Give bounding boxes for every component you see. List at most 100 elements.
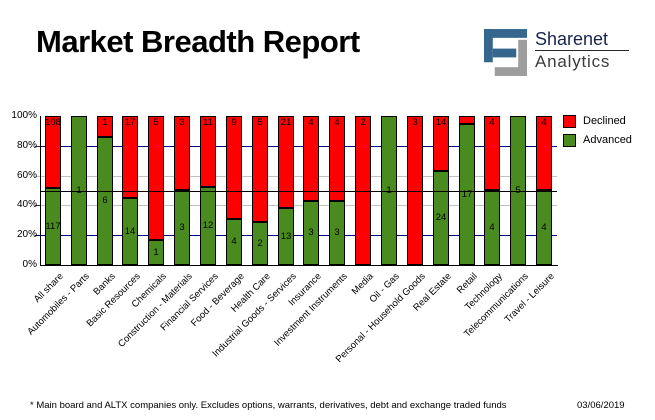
bar-food-beverage-advanced-count: 4 (231, 236, 237, 247)
bar-chemicals-advanced-segment (148, 240, 164, 265)
bar-health-care-declined-segment (252, 116, 268, 222)
y-axis-label-100: 100% (11, 110, 37, 121)
y-axis-label-40: 40% (16, 199, 37, 210)
bar-construction-materials-declined-segment (174, 116, 190, 190)
bar-chemicals-declined-segment (148, 116, 164, 240)
bar-chemicals-advanced-count: 1 (153, 247, 159, 258)
y-axis-tick-40 (35, 205, 40, 206)
y-axis-tick-80 (35, 146, 40, 147)
y-axis-label-80: 80% (16, 140, 37, 151)
bar-basic-resources-advanced-segment (122, 198, 138, 265)
legend-advanced-swatch (563, 134, 576, 147)
bar-health-care-advanced-count: 2 (257, 238, 263, 249)
bar-technology-advanced-count: 4 (489, 222, 495, 233)
bar-banks-declined-count: 1 (102, 117, 108, 128)
bar-technology-declined-segment (484, 116, 500, 190)
page-title: Market Breadth Report (36, 24, 360, 59)
bar-real-estate-advanced-count: 24 (435, 212, 447, 223)
bar-travel-leisure-advanced-segment (536, 190, 552, 265)
bar-chemicals-declined-count: 5 (153, 117, 159, 128)
gridline-20 (41, 235, 557, 236)
legend-declined-label: Declined (583, 115, 626, 127)
bar-investment-instruments-declined-segment (329, 116, 345, 201)
footnote: * Main board and ALTX companies only. Ex… (30, 400, 507, 411)
bar-oil-gas-advanced-count: 1 (386, 185, 392, 196)
gridline-60 (41, 176, 557, 177)
bar-construction-materials-advanced-segment (174, 190, 190, 265)
y-axis-label-0: 0% (22, 259, 37, 270)
logo-division: Analytics (535, 52, 611, 71)
bar-retail-advanced-segment (459, 124, 475, 265)
bar-personal-household-goods-declined-count: 3 (412, 117, 418, 128)
bar-technology-advanced-segment (484, 190, 500, 265)
bar-basic-resources-advanced-count: 14 (124, 226, 136, 237)
x-axis-line (40, 265, 558, 266)
bar-banks-advanced-count: 6 (102, 195, 108, 206)
bar-real-estate-declined-count: 14 (435, 117, 447, 128)
bar-automobiles-parts-advanced-segment (71, 116, 87, 265)
bar-industrial-goods-services-advanced-count: 13 (280, 231, 292, 242)
sharenet-s-icon (484, 29, 527, 81)
bar-banks-declined-segment (97, 116, 113, 137)
bar-financial-services-advanced-segment (200, 187, 216, 265)
bar-health-care-advanced-segment (252, 222, 268, 265)
sharenet-logo-text: Sharenet Analytics (535, 29, 629, 71)
report-date: 03/06/2019 (577, 400, 625, 411)
bar-basic-resources-declined-count: 17 (124, 117, 136, 128)
bar-travel-leisure-declined-count: 4 (541, 117, 547, 128)
bar-investment-instruments-advanced-segment (329, 201, 345, 265)
bar-automobiles-parts-advanced-count: 1 (76, 185, 82, 196)
y-axis-label-20: 20% (16, 229, 37, 240)
gridline-40 (41, 205, 557, 206)
bar-telecommunications-advanced-segment (510, 116, 526, 265)
bar-oil-gas-advanced-segment (381, 116, 397, 265)
bar-financial-services-declined-segment (200, 116, 216, 187)
bar-personal-household-goods-declined-segment (407, 116, 423, 265)
bar-banks-advanced-segment (97, 137, 113, 265)
bar-basic-resources-declined-segment (122, 116, 138, 198)
sharenet-logo: Sharenet Analytics (484, 29, 629, 81)
bar-construction-materials-declined-count: 3 (179, 117, 185, 128)
bar-investment-instruments-advanced-count: 3 (334, 227, 340, 238)
bar-real-estate-advanced-segment (433, 171, 449, 265)
bar-retail-declined-segment (459, 116, 475, 124)
bar-real-estate-declined-segment (433, 116, 449, 171)
bar-insurance-advanced-count: 3 (308, 227, 314, 238)
legend-declined-swatch (563, 115, 576, 128)
bar-all-share-declined-segment (45, 116, 61, 188)
bar-retail-advanced-count: 17 (461, 189, 473, 200)
logo-divider (535, 50, 629, 51)
bar-investment-instruments-declined-count: 4 (334, 117, 340, 128)
bar-food-beverage-advanced-segment (226, 219, 242, 265)
bar-industrial-goods-services-advanced-segment (278, 208, 294, 265)
bar-industrial-goods-services-declined-segment (278, 116, 294, 208)
y-axis-line (40, 116, 41, 266)
bar-travel-leisure-advanced-count: 4 (541, 222, 547, 233)
logo-name: Sharenet (535, 29, 609, 49)
bar-insurance-declined-segment (303, 116, 319, 201)
bar-telecommunications-advanced-count: 5 (515, 185, 521, 196)
bar-media-declined-segment (355, 116, 371, 265)
bar-food-beverage-declined-count: 9 (231, 117, 237, 128)
gridline-80 (41, 146, 557, 147)
legend-advanced-label: Advanced (583, 134, 632, 146)
bar-travel-leisure-declined-segment (536, 116, 552, 190)
bar-all-share-advanced-count: 117 (45, 221, 61, 232)
bar-all-share-declined-count: 108 (45, 117, 61, 128)
bar-media-declined-count: 2 (360, 117, 366, 128)
bar-health-care-declined-count: 5 (257, 117, 263, 128)
y-axis-tick-20 (35, 235, 40, 236)
bar-financial-services-advanced-count: 12 (202, 220, 214, 231)
bar-construction-materials-advanced-count: 3 (179, 222, 185, 233)
bar-all-share-advanced-segment (45, 188, 61, 265)
bar-insurance-declined-count: 4 (308, 117, 314, 128)
y-axis-label-60: 60% (16, 170, 37, 181)
bar-food-beverage-declined-segment (226, 116, 242, 219)
bar-insurance-advanced-segment (303, 201, 319, 265)
y-axis-tick-60 (35, 176, 40, 177)
bar-financial-services-declined-count: 11 (203, 117, 213, 128)
bar-technology-declined-count: 4 (489, 117, 495, 128)
fifty-percent-line (41, 191, 557, 192)
bar-industrial-goods-services-declined-count: 21 (280, 117, 292, 128)
